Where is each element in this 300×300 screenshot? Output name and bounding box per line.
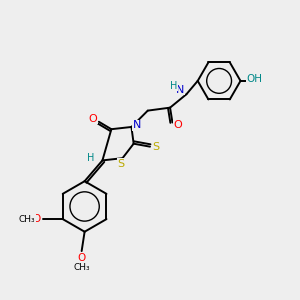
- Text: O: O: [173, 120, 182, 130]
- Text: O: O: [88, 114, 97, 124]
- Text: N: N: [133, 121, 141, 130]
- Text: CH₃: CH₃: [73, 263, 90, 272]
- Text: O: O: [77, 253, 86, 262]
- Text: S: S: [152, 142, 160, 152]
- Text: CH₃: CH₃: [19, 214, 35, 224]
- Text: H: H: [88, 153, 95, 163]
- Text: N: N: [176, 85, 184, 95]
- Text: H: H: [170, 81, 178, 91]
- Text: OH: OH: [247, 74, 263, 84]
- Text: S: S: [118, 158, 124, 169]
- Text: O: O: [33, 214, 41, 224]
